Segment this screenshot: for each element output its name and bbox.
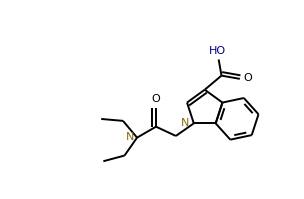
Text: O: O bbox=[243, 73, 252, 83]
Text: HO: HO bbox=[209, 46, 226, 56]
Text: N: N bbox=[126, 132, 134, 142]
Text: N: N bbox=[181, 118, 189, 128]
Text: O: O bbox=[152, 94, 161, 104]
